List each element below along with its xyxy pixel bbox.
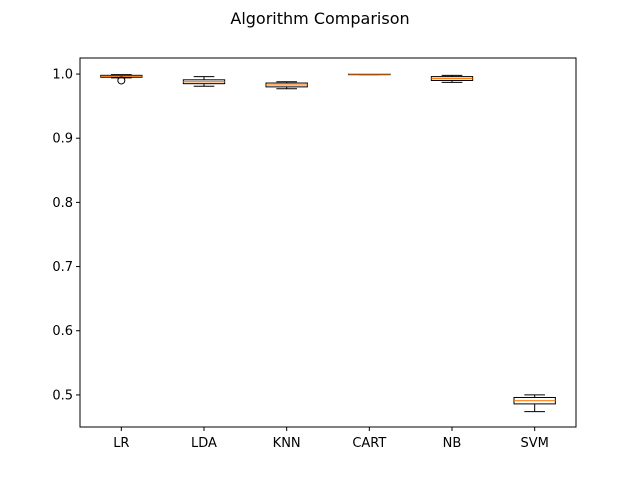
box-lr xyxy=(100,74,143,85)
x-tick-label: NB xyxy=(443,436,462,451)
box-lda xyxy=(182,76,226,87)
box-svm xyxy=(513,394,556,413)
box-nb xyxy=(430,74,474,83)
x-tick-label: KNN xyxy=(273,436,301,451)
plot-area-frame xyxy=(79,57,577,428)
y-tick-label: 0.5 xyxy=(52,388,73,403)
boxes xyxy=(100,73,556,413)
y-tick-label: 0.6 xyxy=(52,324,73,339)
x-tick-label: LR xyxy=(113,436,129,451)
y-tick-label: 0.8 xyxy=(52,196,73,211)
box-cart xyxy=(348,73,391,76)
y-tick-label: 1.0 xyxy=(52,68,73,83)
y-tick-label: 0.9 xyxy=(52,132,73,147)
outlier-point xyxy=(117,76,126,85)
y-tick-label: 0.7 xyxy=(52,260,73,275)
x-tick-label: SVM xyxy=(520,436,548,451)
x-tick-label: LDA xyxy=(191,436,217,451)
y-axis: 0.5 0.6 0.7 0.8 0.9 1.0 xyxy=(52,68,80,403)
chart-title: Algorithm Comparison xyxy=(230,9,409,28)
box-knn xyxy=(265,81,308,90)
x-tick-label: CART xyxy=(352,436,386,451)
x-axis: LR LDA KNN CART NB SVM xyxy=(113,427,549,451)
